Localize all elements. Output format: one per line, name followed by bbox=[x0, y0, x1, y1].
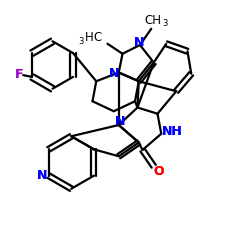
Text: N: N bbox=[115, 115, 125, 128]
Text: N: N bbox=[37, 169, 48, 182]
Text: N: N bbox=[108, 67, 119, 80]
Text: N: N bbox=[115, 115, 125, 128]
Text: CH: CH bbox=[144, 14, 161, 26]
Text: F: F bbox=[16, 68, 23, 81]
Text: NH: NH bbox=[162, 125, 183, 138]
Text: NH: NH bbox=[162, 125, 183, 138]
Text: O: O bbox=[154, 165, 164, 178]
Text: O: O bbox=[154, 165, 164, 178]
Text: H: H bbox=[84, 31, 93, 44]
Text: N: N bbox=[37, 169, 48, 182]
Text: N: N bbox=[134, 36, 144, 49]
Text: 3: 3 bbox=[162, 19, 168, 28]
Text: C: C bbox=[94, 31, 102, 44]
Text: N: N bbox=[134, 36, 144, 49]
Text: F: F bbox=[15, 68, 24, 81]
Text: 3: 3 bbox=[78, 37, 84, 46]
Text: N: N bbox=[108, 67, 119, 80]
